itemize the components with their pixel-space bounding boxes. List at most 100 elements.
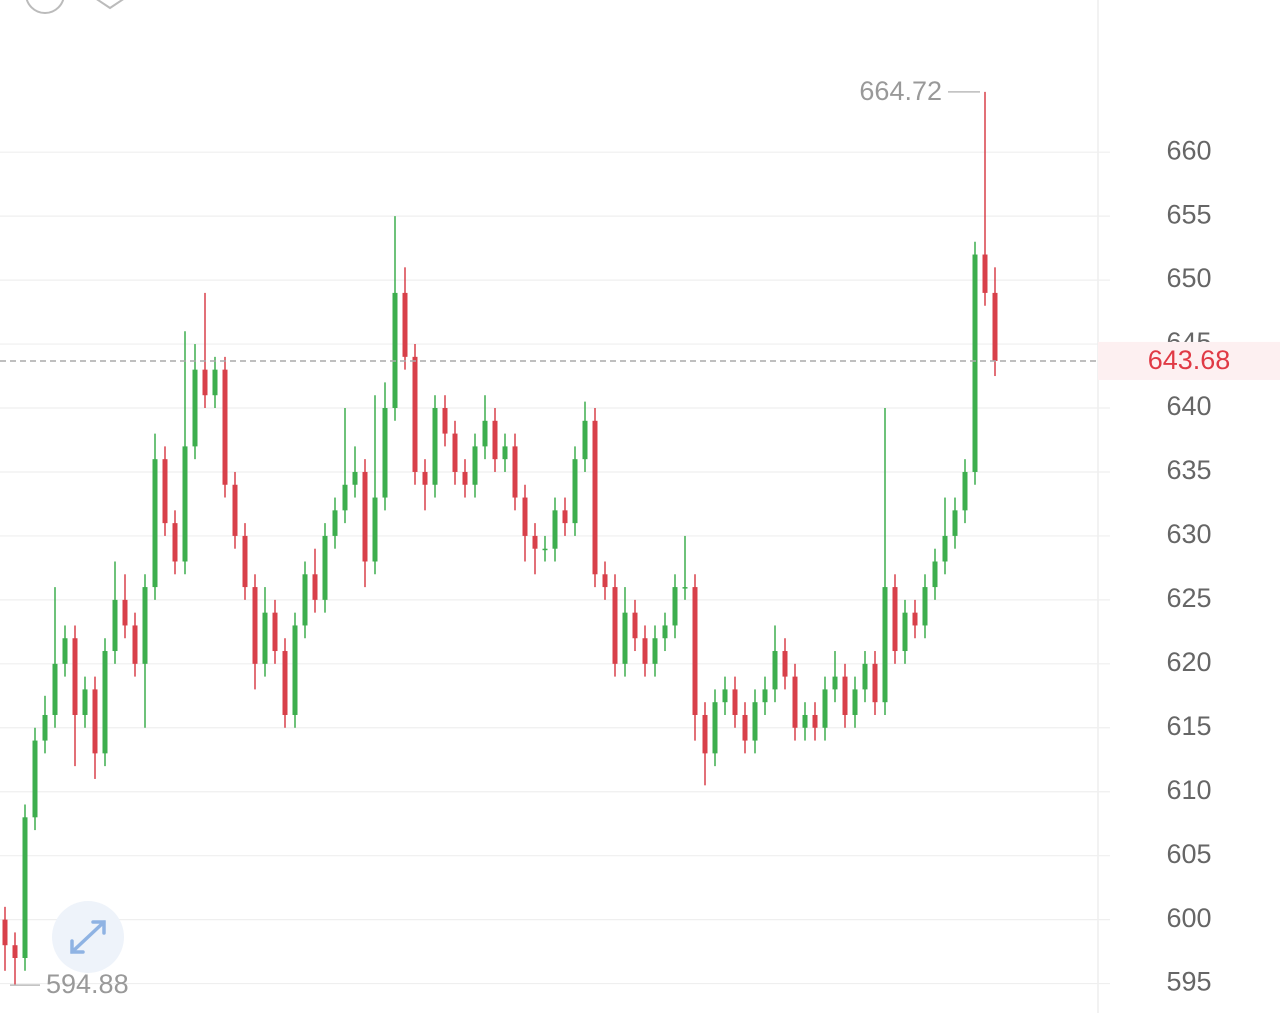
candle-body	[22, 817, 28, 959]
candle-body	[82, 689, 88, 715]
candle-body	[592, 420, 598, 575]
candle-body	[492, 420, 498, 460]
candle-body	[262, 612, 268, 664]
candle-body	[32, 740, 38, 818]
candle-body	[112, 599, 118, 652]
candle-body	[442, 408, 448, 434]
candle-body	[892, 587, 898, 652]
candle-body	[392, 292, 398, 409]
y-tick-label: 635	[1166, 455, 1211, 485]
y-tick-label: 625	[1166, 583, 1211, 613]
candle-body	[142, 587, 148, 664]
candle-body	[72, 638, 78, 715]
candle-body	[742, 714, 748, 741]
candle-body	[192, 369, 198, 447]
candle-body	[42, 714, 48, 741]
candle-body	[722, 689, 728, 703]
icon[interactable]	[92, 0, 128, 10]
candle-body	[762, 689, 768, 703]
candle-body	[542, 548, 548, 551]
expand-icon[interactable]	[70, 920, 106, 954]
last-price-box	[1098, 341, 1280, 380]
candle-body	[602, 574, 608, 588]
candle-body	[622, 612, 628, 664]
candle-body	[102, 651, 108, 754]
candle-body	[152, 459, 158, 588]
labels: 5956006056106156206256306356406456506556…	[0, 76, 1280, 999]
candle-body	[682, 587, 688, 589]
candle-body	[572, 459, 578, 524]
candle-body	[972, 254, 978, 472]
candle-body	[452, 433, 458, 472]
candle-body	[832, 676, 838, 690]
candle-body	[842, 676, 848, 715]
candle-body	[222, 369, 228, 485]
y-tick-label: 630	[1166, 519, 1211, 549]
candle-body	[922, 587, 928, 626]
candle-body	[772, 651, 778, 690]
candle-body	[522, 497, 528, 536]
candle-body	[252, 587, 258, 664]
candle-body	[332, 510, 338, 536]
candle-body	[62, 638, 68, 664]
y-tick-label: 655	[1166, 199, 1211, 229]
candle-body	[902, 612, 908, 652]
candle-body	[232, 484, 238, 536]
candle-body	[402, 292, 408, 357]
candle-body	[352, 471, 358, 485]
candle-body	[312, 574, 318, 600]
grid	[0, 151, 1110, 985]
candle-body	[652, 638, 658, 664]
candle-body	[212, 369, 218, 396]
candle-body	[292, 625, 298, 715]
candle-body	[952, 510, 958, 536]
candle-body	[2, 919, 8, 946]
y-tick-label: 600	[1166, 903, 1211, 933]
candle-body	[642, 638, 648, 664]
candle-body	[462, 471, 468, 485]
candle-body	[982, 254, 988, 293]
low-marker-label: 594.88	[46, 969, 129, 999]
candle-body	[702, 714, 708, 754]
candle-body	[122, 599, 128, 626]
candle-body	[732, 689, 738, 715]
candle-body	[182, 446, 188, 562]
candle-body	[612, 587, 618, 664]
candle-body	[532, 535, 538, 549]
candle-body	[962, 471, 968, 511]
candle-body	[412, 356, 418, 472]
candle-body	[372, 497, 378, 562]
y-tick-label: 660	[1166, 135, 1211, 165]
candle-body	[202, 369, 208, 396]
candle-body	[882, 587, 888, 703]
candle-body	[132, 625, 138, 664]
candle-body	[362, 471, 368, 562]
candle-body	[52, 663, 58, 715]
candle-body	[672, 587, 678, 626]
high-marker-label: 664.72	[859, 76, 942, 106]
candle-body	[822, 689, 828, 728]
y-tick-label: 610	[1166, 775, 1211, 805]
candle-body	[432, 408, 438, 485]
candle-body	[382, 408, 388, 498]
candle-body	[322, 535, 328, 600]
candle-body	[712, 702, 718, 754]
candle-body	[482, 420, 488, 447]
candle-body	[692, 587, 698, 715]
candle-body	[172, 523, 178, 562]
candle-body	[282, 651, 288, 715]
candle-body	[782, 651, 788, 677]
candle-body	[582, 420, 588, 460]
candle-body	[912, 612, 918, 626]
y-tick-label: 620	[1166, 647, 1211, 677]
top-icons	[25, 0, 128, 14]
expand-button[interactable]	[52, 901, 124, 973]
candle-body	[862, 663, 868, 690]
icon[interactable]	[25, 0, 65, 14]
candles	[2, 91, 998, 986]
candle-body	[552, 510, 558, 549]
candle-body	[162, 459, 168, 524]
y-tick-label: 650	[1166, 263, 1211, 293]
y-tick-label: 595	[1166, 967, 1211, 997]
